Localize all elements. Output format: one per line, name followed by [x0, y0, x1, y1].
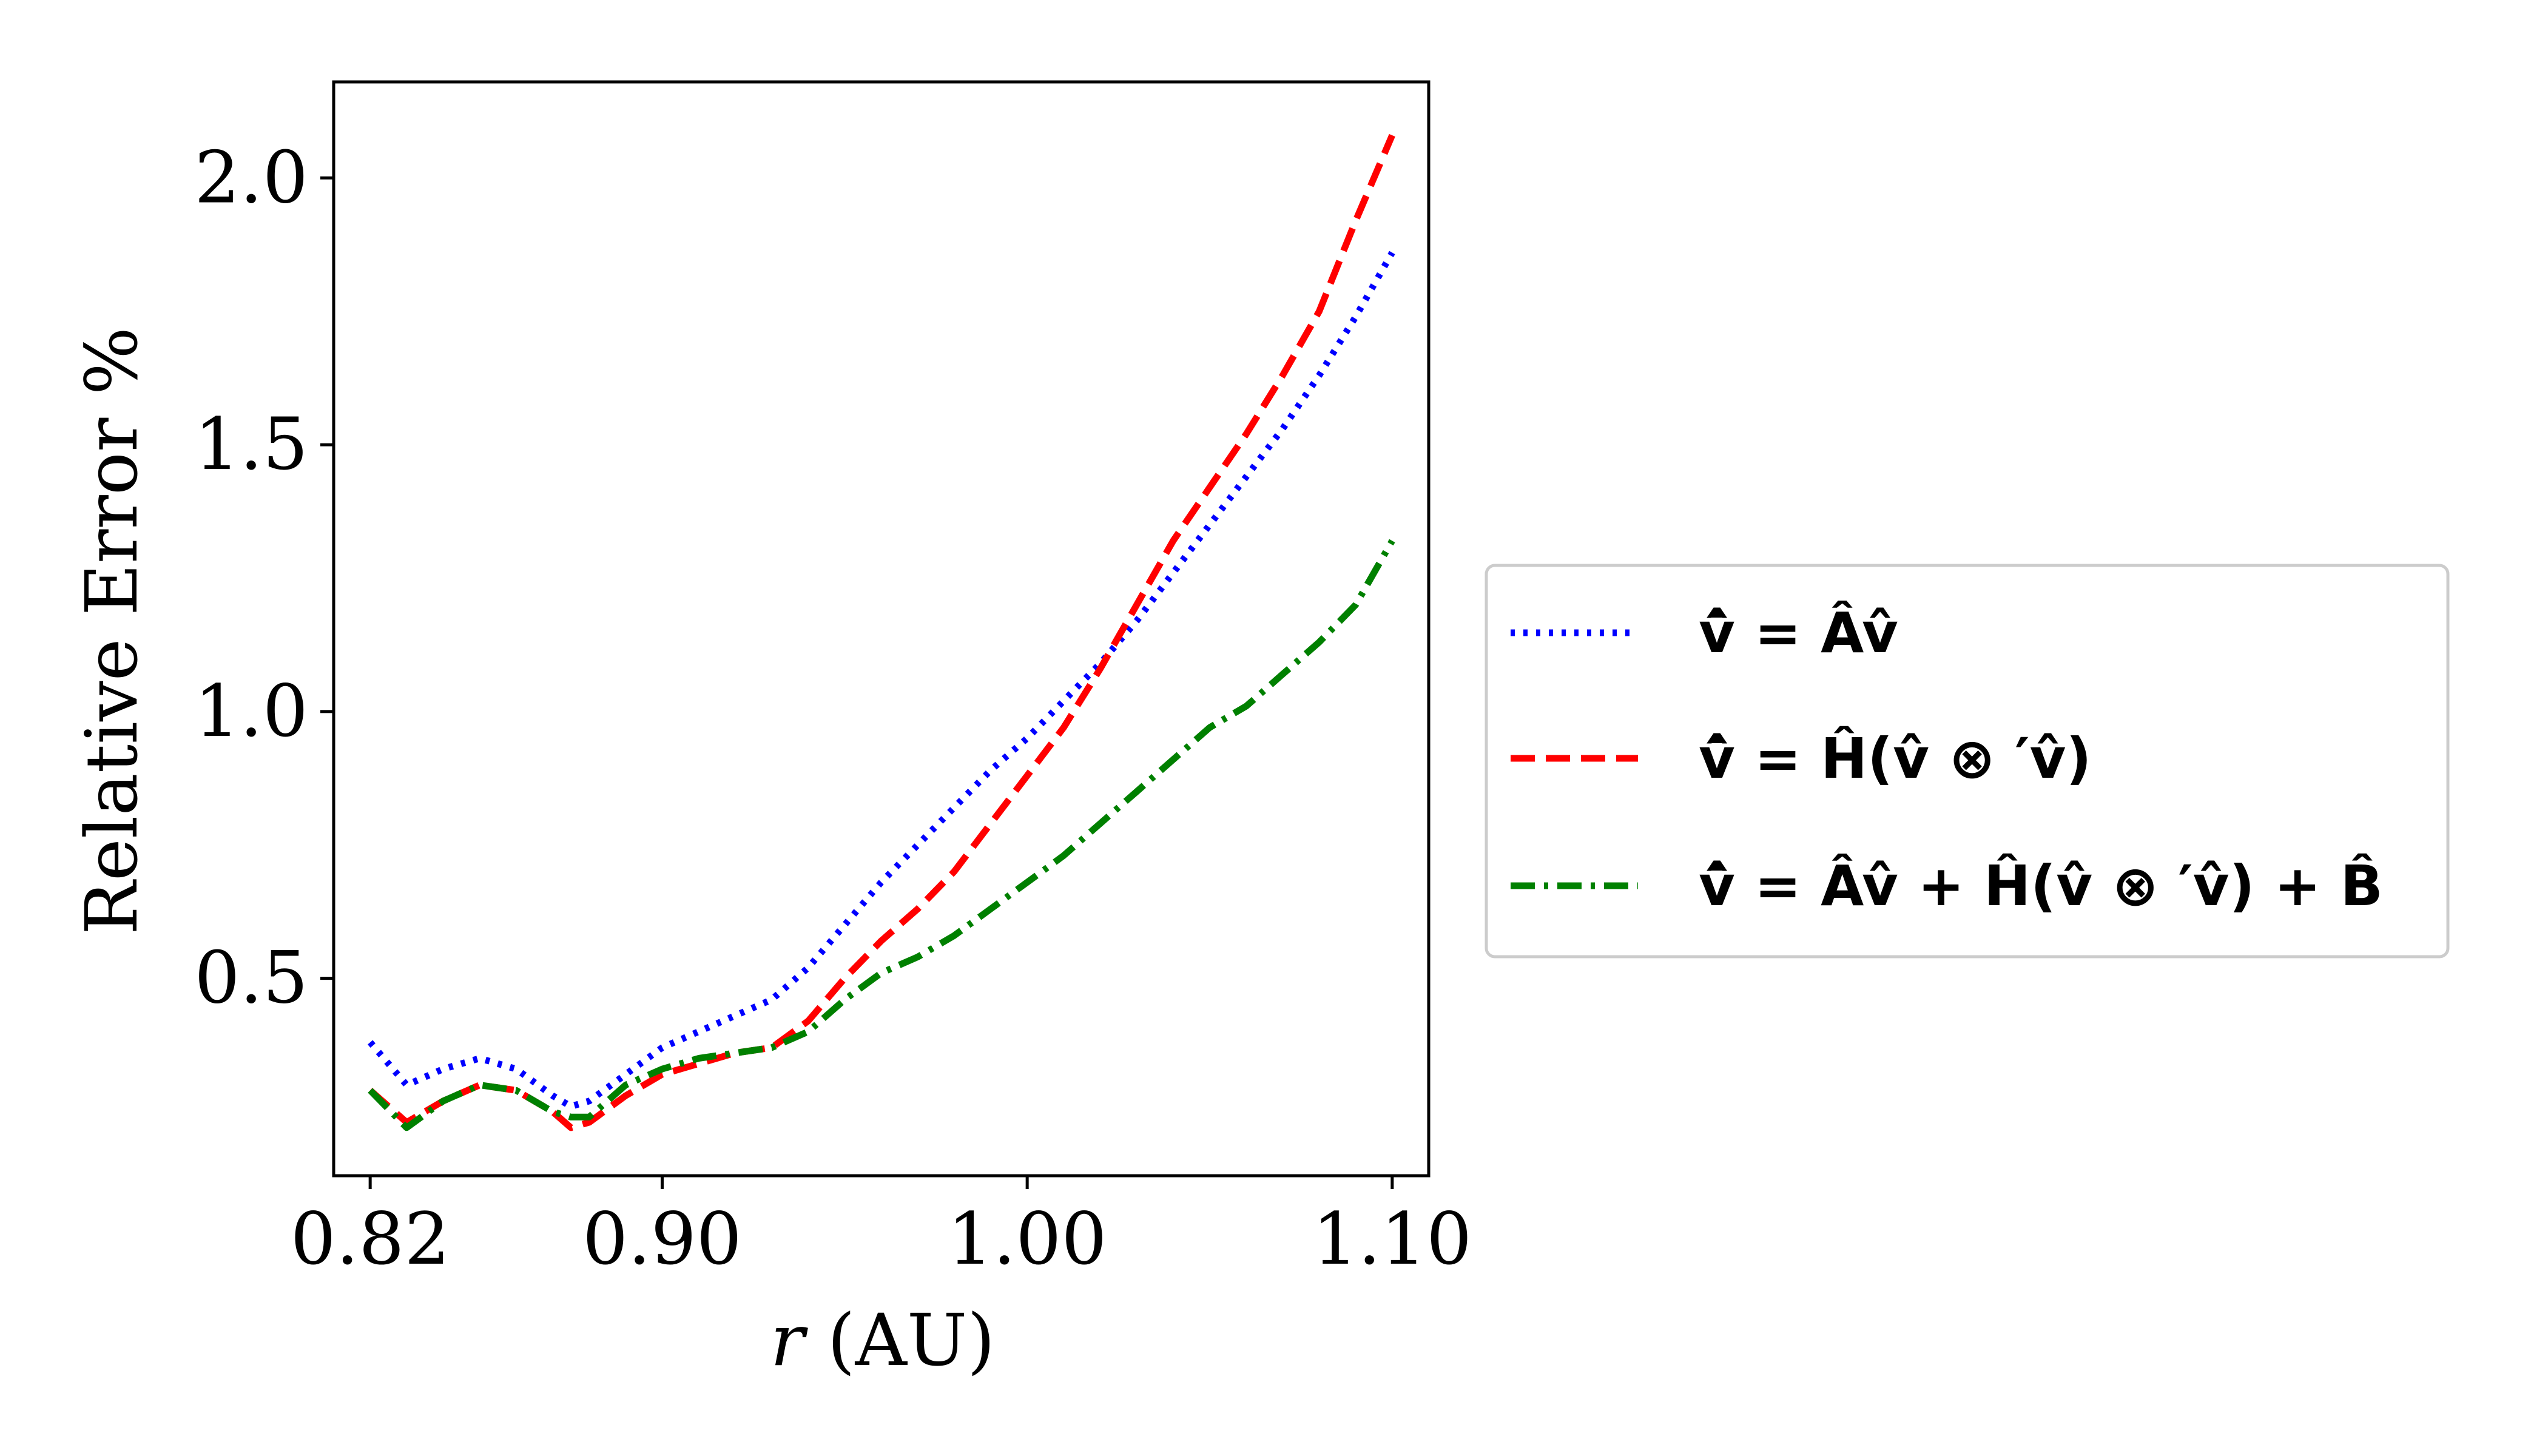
y-axis-title: Relative Error %	[70, 327, 153, 935]
series-line-1	[368, 251, 1395, 1110]
legend-label-lhs: v̂̇	[1699, 726, 1735, 791]
legend: v̂̇ = Âv̂v̂̇ = Ĥ(v̂ ⊗ ′v̂)v̂̇ = Âv̂ + Ĥ(…	[1485, 564, 2450, 959]
legend-label-1: v̂̇ = Âv̂	[1699, 600, 1898, 666]
x-axis: 0.82 0.90 1.00 1.10	[291, 1176, 1472, 1281]
legend-label-rhs: = Âv̂ + Ĥ(v̂ ⊗ ′v̂) + B̂	[1735, 853, 2383, 918]
x-axis-title: r (AU)	[770, 1298, 996, 1382]
series-layer	[368, 133, 1395, 1131]
legend-label-2: v̂̇ = Ĥ(v̂ ⊗ ′v̂)	[1699, 726, 2092, 791]
series-line-3	[368, 539, 1395, 1131]
x-tick-label: 0.90	[582, 1197, 742, 1281]
legend-label-rhs: = Ĥ(v̂ ⊗ ′v̂)	[1735, 726, 2092, 791]
plot-frame	[332, 80, 1431, 1178]
x-tick-label: 0.82	[291, 1197, 450, 1281]
y-axis: 0.5 1.0 1.5 2.0	[194, 135, 334, 1020]
y-tick-label: 2.0	[194, 135, 308, 219]
legend-label-lhs: v̂̇	[1699, 854, 1735, 918]
y-tick-label: 0.5	[194, 936, 308, 1020]
legend-label-lhs: v̂̇	[1699, 601, 1735, 666]
x-axis-title-variable: r	[770, 1298, 809, 1382]
legend-label-3: v̂̇ = Âv̂ + Ĥ(v̂ ⊗ ′v̂) + B̂	[1699, 853, 2383, 918]
y-tick-label: 1.0	[194, 669, 308, 753]
plot-area	[332, 80, 1431, 1178]
legend-box	[1485, 564, 2450, 959]
x-tick-label: 1.10	[1312, 1197, 1472, 1281]
x-tick-label: 1.00	[948, 1197, 1107, 1281]
series-line-2	[368, 133, 1395, 1131]
y-tick-label: 1.5	[194, 402, 308, 486]
legend-entries: v̂̇ = Âv̂v̂̇ = Ĥ(v̂ ⊗ ′v̂)v̂̇ = Âv̂ + Ĥ(…	[1511, 600, 2383, 918]
x-axis-title-unit: (AU)	[804, 1298, 995, 1382]
legend-label-rhs: = Âv̂	[1735, 600, 1898, 666]
